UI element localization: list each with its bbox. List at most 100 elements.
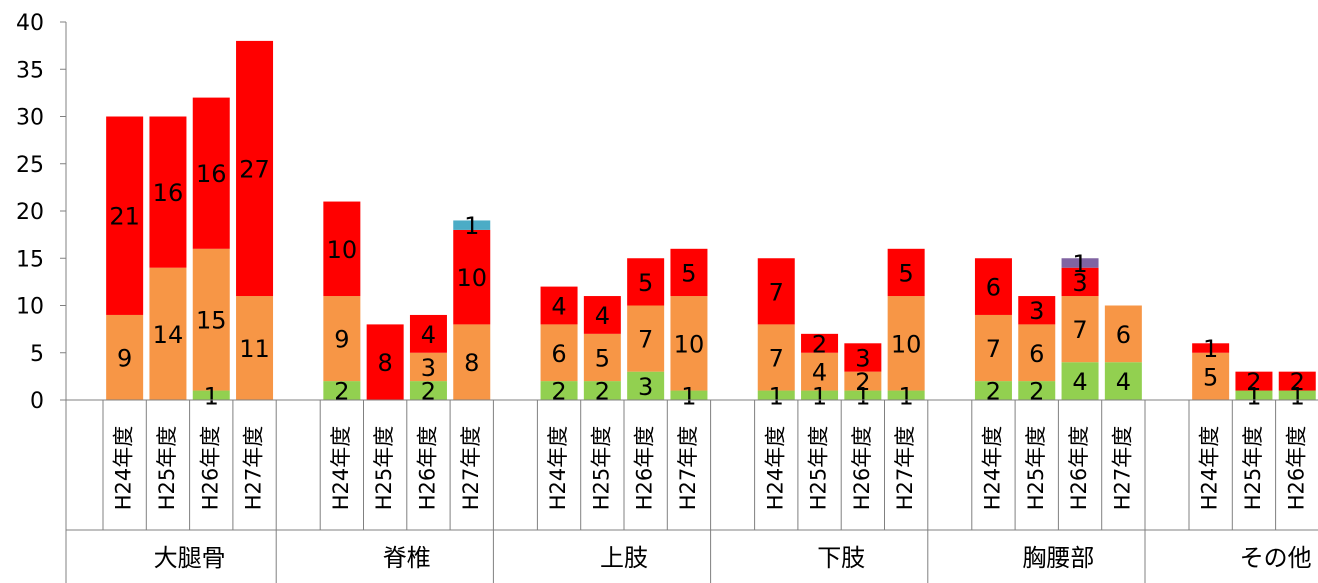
category-label: H26年度 bbox=[1284, 426, 1308, 511]
data-label: 1 bbox=[681, 382, 696, 410]
y-tick-label: 0 bbox=[30, 389, 44, 414]
data-label: 5 bbox=[1203, 363, 1218, 391]
data-label: 2 bbox=[1029, 378, 1044, 406]
data-label: 3 bbox=[638, 373, 653, 401]
bar-segment bbox=[974, 314, 1012, 382]
data-label: 4 bbox=[812, 359, 827, 387]
category-label: H27年度 bbox=[459, 426, 483, 511]
bar-segment bbox=[757, 390, 795, 400]
data-label: 27 bbox=[239, 155, 270, 183]
bar-segment bbox=[801, 352, 839, 391]
data-label: 14 bbox=[153, 321, 184, 349]
data-label: 16 bbox=[153, 179, 184, 207]
category-label: H25年度 bbox=[1024, 426, 1048, 511]
data-label: 1 bbox=[204, 382, 219, 410]
data-label: 2 bbox=[334, 378, 349, 406]
data-label: 2 bbox=[812, 330, 827, 358]
bar-segment bbox=[1192, 343, 1230, 353]
category-label: H24年度 bbox=[112, 426, 136, 511]
bar-segment bbox=[887, 248, 925, 297]
data-label: 7 bbox=[769, 278, 784, 306]
category-label: H24年度 bbox=[763, 426, 787, 511]
category-label: H25年度 bbox=[589, 426, 613, 511]
data-label: 1 bbox=[1203, 335, 1218, 363]
category-label: H26年度 bbox=[850, 426, 874, 511]
bar-segment bbox=[1061, 267, 1099, 297]
data-label: 9 bbox=[117, 344, 132, 372]
bar-segment bbox=[106, 314, 144, 400]
bar-segment bbox=[583, 381, 621, 400]
bar-segment bbox=[540, 286, 578, 325]
bar-segment bbox=[1235, 371, 1273, 391]
data-labels: 9211416115161127291082348101264254375110… bbox=[109, 155, 1305, 410]
data-label: 6 bbox=[986, 274, 1001, 302]
bar-segment bbox=[323, 381, 361, 400]
bar-segment bbox=[583, 296, 621, 334]
bar-segment bbox=[409, 352, 447, 382]
bar-segment bbox=[1104, 362, 1142, 400]
data-label: 1 bbox=[812, 382, 827, 410]
data-label: 2 bbox=[986, 378, 1001, 406]
data-label: 4 bbox=[1072, 368, 1087, 396]
bar-segment bbox=[1235, 390, 1273, 400]
data-label: 16 bbox=[196, 160, 227, 188]
bar-segment bbox=[844, 343, 882, 372]
data-label: 1 bbox=[899, 382, 914, 410]
y-tick-label: 30 bbox=[16, 106, 44, 131]
data-label: 7 bbox=[638, 326, 653, 354]
bar-segment bbox=[106, 116, 144, 315]
bar-segment bbox=[540, 324, 578, 382]
bar-segment bbox=[1018, 381, 1056, 400]
data-label: 8 bbox=[464, 349, 479, 377]
category-label: H26年度 bbox=[415, 426, 439, 511]
group-label: 脊椎 bbox=[383, 544, 431, 572]
bar-segment bbox=[453, 229, 491, 325]
bar-segment bbox=[974, 258, 1012, 315]
data-label: 5 bbox=[638, 269, 653, 297]
data-label: 2 bbox=[595, 378, 610, 406]
category-label: H27年度 bbox=[242, 426, 266, 511]
group-label: その他 bbox=[1240, 544, 1312, 572]
data-label: 15 bbox=[196, 307, 227, 335]
category-label: H24年度 bbox=[980, 426, 1004, 511]
data-label: 21 bbox=[109, 203, 140, 231]
bar-segment bbox=[409, 314, 447, 353]
y-tick-label: 10 bbox=[16, 295, 44, 320]
category-label: H26年度 bbox=[1067, 426, 1091, 511]
bar-segment bbox=[453, 220, 491, 230]
bar-segment bbox=[974, 381, 1012, 400]
bar-segment bbox=[844, 371, 882, 391]
bar-segment bbox=[1018, 296, 1056, 325]
bar-segment bbox=[323, 296, 361, 382]
bar-segment bbox=[801, 333, 839, 353]
category-label: H24年度 bbox=[546, 426, 570, 511]
data-label: 1 bbox=[769, 382, 784, 410]
category-label: H27年度 bbox=[1110, 426, 1134, 511]
bar-segment bbox=[192, 97, 230, 249]
bar-segment bbox=[192, 390, 230, 400]
bar-segment bbox=[627, 258, 665, 306]
bar-segment bbox=[366, 324, 404, 400]
data-label: 1 bbox=[855, 382, 870, 410]
data-label: 2 bbox=[421, 378, 436, 406]
bar-segment bbox=[236, 296, 274, 400]
data-label: 1 bbox=[1072, 250, 1087, 278]
data-label: 7 bbox=[769, 344, 784, 372]
data-label: 10 bbox=[456, 264, 487, 292]
category-label: H25年度 bbox=[1241, 426, 1265, 511]
category-label: H26年度 bbox=[198, 426, 222, 511]
bar-segment bbox=[670, 248, 708, 297]
data-label: 6 bbox=[1029, 340, 1044, 368]
group-label: 大腿骨 bbox=[154, 544, 226, 572]
category-label: H25年度 bbox=[155, 426, 179, 511]
data-label: 1 bbox=[1290, 382, 1305, 410]
data-label: 4 bbox=[421, 321, 436, 349]
group-label: 胸腰部 bbox=[1022, 544, 1094, 572]
data-label: 7 bbox=[986, 335, 1001, 363]
bar-segment bbox=[149, 267, 187, 400]
category-label: H24年度 bbox=[329, 426, 353, 511]
data-label: 4 bbox=[1116, 368, 1131, 396]
bar-segment bbox=[1061, 258, 1099, 268]
bar-segment bbox=[670, 390, 708, 400]
